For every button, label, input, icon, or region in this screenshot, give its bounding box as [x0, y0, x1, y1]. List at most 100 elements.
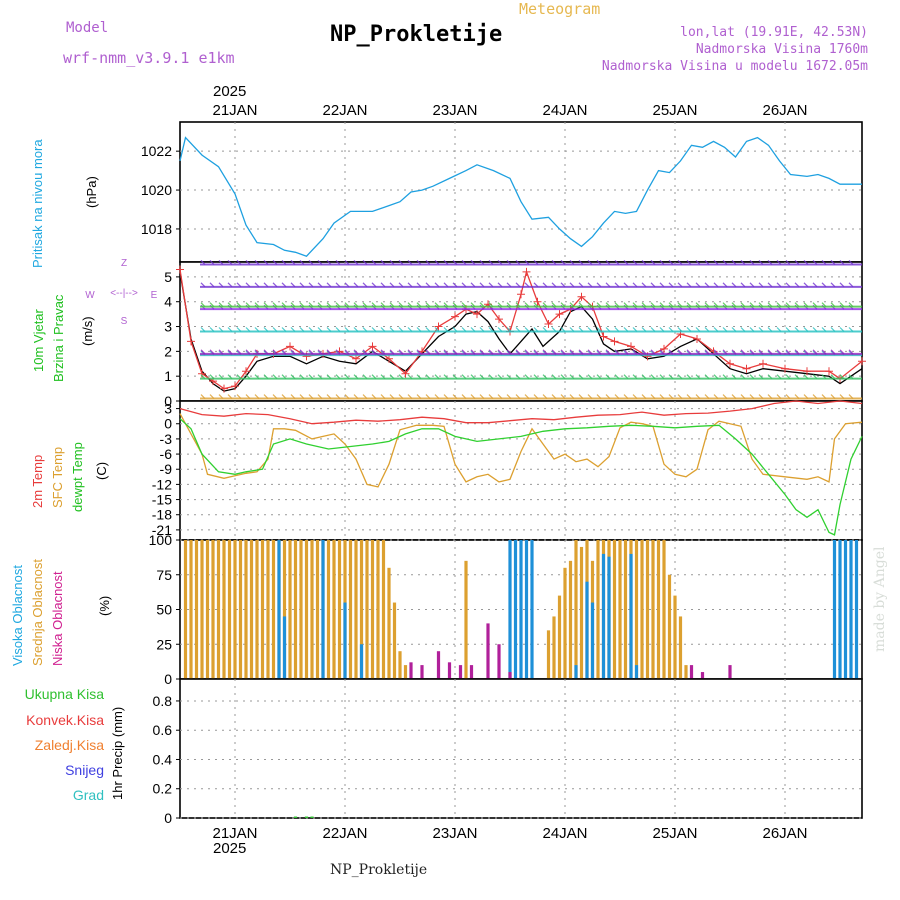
wind-barb [704, 260, 710, 265]
bar [662, 540, 666, 679]
series-line [179, 413, 863, 488]
bar [673, 595, 677, 679]
gust-marker [385, 354, 393, 363]
wind-barb [281, 327, 287, 332]
bar [563, 567, 567, 679]
station-title: NP_Prokletije [330, 22, 503, 47]
wind-barb [398, 282, 404, 288]
wind-barb [740, 349, 746, 355]
wind-barb [470, 374, 476, 380]
wind-barb [281, 394, 287, 399]
wind-barb [677, 260, 683, 265]
wind-barb [389, 260, 395, 265]
coordinates: lon,lat (19.91E, 42.53N) [680, 25, 868, 40]
wind-barb [821, 327, 827, 332]
wind-barb [767, 282, 773, 288]
y-tick-label: 25 [156, 636, 172, 652]
bar [183, 540, 188, 679]
wind-barb [416, 374, 422, 380]
wind-barb [668, 394, 674, 399]
wind-barb [740, 260, 746, 265]
bar [579, 546, 584, 679]
wind-barb [389, 282, 395, 288]
wind-barb [551, 282, 557, 288]
wind-barb [443, 349, 449, 355]
wind-barb [623, 394, 629, 399]
wind-barb [299, 349, 305, 355]
wind-barb [569, 260, 575, 265]
gust-marker [187, 337, 195, 346]
bar [508, 672, 512, 679]
wind-barb [227, 374, 233, 380]
y-tick-label: 100 [149, 532, 173, 548]
wind-barb [227, 349, 233, 355]
bar [271, 540, 276, 679]
wind-barb [272, 302, 278, 308]
wind-barb [803, 282, 809, 288]
wind-barb [722, 349, 728, 355]
wind-barb [740, 374, 746, 380]
wind-barb [731, 327, 737, 332]
wind-barb [479, 349, 485, 355]
wind-barb [695, 394, 701, 399]
wind-barb [596, 327, 602, 332]
bar [233, 540, 237, 679]
wind-barb [452, 260, 458, 265]
wind-barb [830, 260, 836, 265]
wind-barb [326, 302, 332, 308]
wind-barb [389, 302, 395, 308]
wind-barb [623, 327, 629, 332]
bottom-date-label: 24JAN [542, 825, 587, 842]
wind-barb [335, 302, 341, 308]
wind-barb [515, 327, 521, 332]
wind-barb [371, 327, 377, 332]
wind-barb [407, 327, 413, 332]
wind-barb [497, 282, 503, 288]
wind-barb [767, 260, 773, 265]
wind-barb [254, 260, 260, 265]
wind-barb [434, 282, 440, 288]
wind-barb [380, 260, 386, 265]
bar [376, 540, 380, 679]
wind-barb [443, 374, 449, 380]
wind-barb [812, 394, 818, 399]
bar [348, 540, 353, 679]
y-tick-label: 0 [164, 416, 172, 432]
wind-barb [263, 374, 269, 380]
bar [678, 616, 683, 679]
meteogram-label: Meteogram [519, 0, 601, 18]
wind-barb [695, 302, 701, 308]
wind-barb [524, 302, 530, 308]
wind-barb [209, 374, 215, 380]
wind-barb [803, 394, 809, 399]
wind-barb [578, 349, 584, 355]
bar [832, 540, 837, 679]
wind-barb [749, 394, 755, 399]
wind-barb [425, 327, 431, 332]
wind-barb [569, 394, 575, 399]
wind-barb [308, 282, 314, 288]
series-line [179, 136, 862, 257]
wind-barb [569, 349, 575, 355]
bar [497, 644, 501, 679]
bar [524, 540, 529, 679]
wind-barb [569, 302, 575, 308]
wind-barb [641, 394, 647, 399]
wind-barb [659, 374, 665, 380]
gust-marker [522, 267, 531, 276]
wind-barb [767, 327, 773, 332]
wind-barb [587, 282, 593, 288]
bar [304, 816, 309, 818]
wind-barb [470, 260, 476, 265]
y-tick-label: 0.8 [153, 693, 173, 709]
wind-barb [767, 349, 773, 355]
wind-barb [623, 302, 629, 308]
wind-barb [830, 302, 836, 308]
wind-barb [407, 260, 413, 265]
y-tick-label: 0 [164, 810, 172, 826]
wind-barb [569, 374, 575, 380]
footer-station: NP_Prokletije [330, 862, 428, 878]
wind-barb [407, 302, 413, 308]
wind-barb [218, 349, 224, 355]
bar [596, 540, 600, 679]
